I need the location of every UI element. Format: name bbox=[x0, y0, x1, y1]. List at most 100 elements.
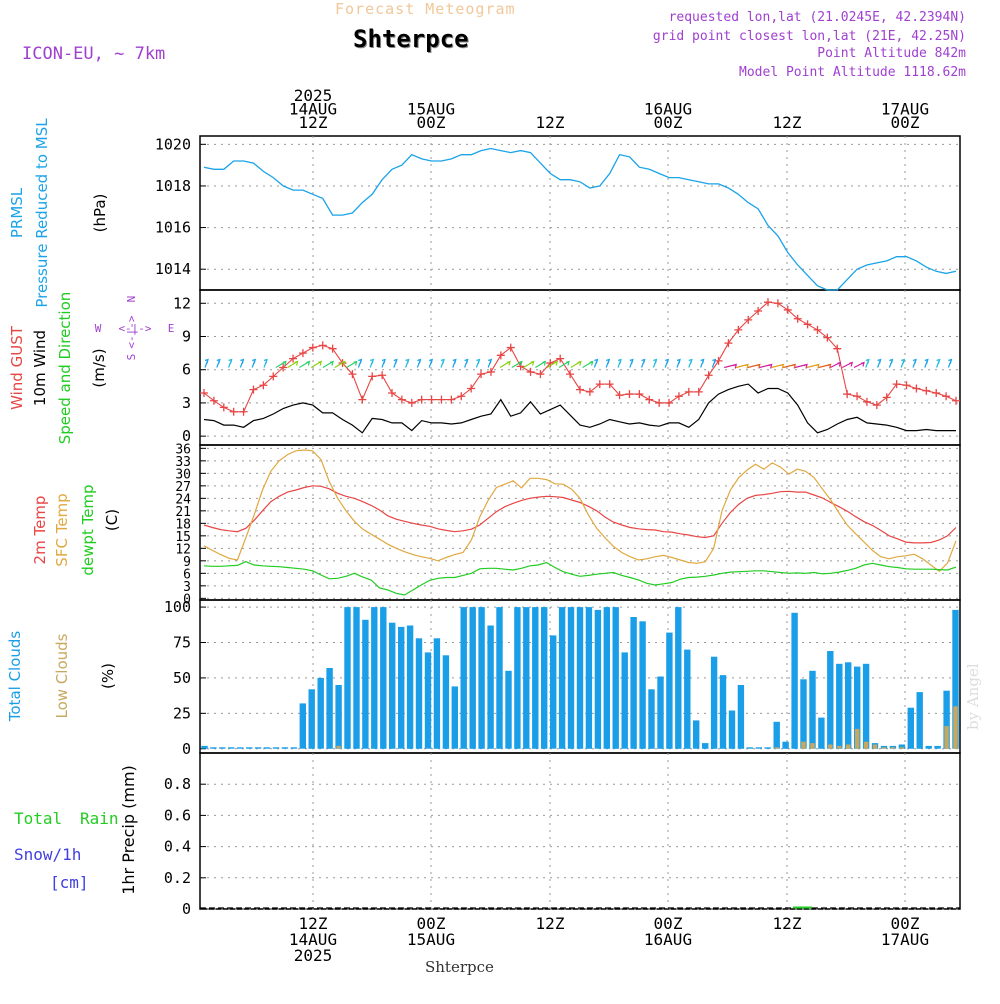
gust-point-0 bbox=[200, 388, 208, 397]
label-wind-speed-dir: Speed and Direction bbox=[56, 292, 74, 445]
low-cloud-bar-74 bbox=[863, 741, 869, 749]
wind-arrowhead-23 bbox=[476, 358, 481, 364]
ytick-label-temp-8: 24 bbox=[175, 492, 191, 507]
total-cloud-bar-36 bbox=[523, 607, 530, 749]
total-cloud-bar-47 bbox=[621, 652, 628, 749]
label-sfc-temp: SFC Temp bbox=[53, 493, 71, 566]
gust-point-70 bbox=[892, 380, 901, 389]
wind-arrowhead-31 bbox=[577, 360, 582, 366]
gust-point-64 bbox=[833, 344, 842, 353]
total-cloud-bar-14 bbox=[326, 668, 333, 749]
gust-point-51 bbox=[704, 371, 713, 380]
wind-arrowhead-33 bbox=[594, 358, 599, 364]
total-cloud-bar-6 bbox=[254, 747, 262, 749]
gust-point-2 bbox=[219, 403, 228, 412]
wind-arrowhead-17 bbox=[405, 358, 410, 364]
gust-point-45 bbox=[645, 395, 654, 404]
gust-point-11 bbox=[308, 343, 317, 352]
total-cloud-bar-56 bbox=[702, 743, 709, 749]
wind-arrowhead-37 bbox=[641, 358, 646, 364]
total-cloud-bar-29 bbox=[460, 607, 467, 749]
gust-point-57 bbox=[764, 298, 772, 307]
ytick-label-temp-10: 30 bbox=[175, 467, 191, 482]
total-cloud-bar-26 bbox=[433, 638, 441, 749]
wind-arrowhead-53 bbox=[837, 361, 842, 367]
gust-point-41 bbox=[605, 380, 614, 389]
ytick-label-precip-4: 0.8 bbox=[164, 775, 191, 793]
wind-line bbox=[203, 383, 956, 434]
unit-temp: (C) bbox=[103, 509, 121, 531]
time-bottom-label-3-0: 00Z bbox=[654, 914, 683, 933]
wind-arrowhead-3 bbox=[240, 358, 245, 364]
time-top-label-2-0: 12Z bbox=[536, 113, 565, 132]
gust-point-28 bbox=[477, 370, 486, 379]
ytick-label-clouds-4: 100 bbox=[164, 598, 191, 616]
gust-point-8 bbox=[279, 363, 288, 372]
total-cloud-bar-41 bbox=[567, 607, 575, 749]
gust-point-53 bbox=[724, 339, 733, 348]
total-cloud-bar-28 bbox=[451, 686, 458, 749]
wind-arrowhead-1 bbox=[216, 358, 221, 364]
wind-arrowhead-47 bbox=[768, 363, 773, 369]
gust-point-19 bbox=[388, 388, 396, 397]
gust-point-20 bbox=[397, 395, 406, 404]
gust-point-16 bbox=[358, 395, 367, 404]
time-top-label-1-0: 15AUG bbox=[407, 100, 455, 119]
ytick-label-temp-12: 36 bbox=[175, 442, 191, 457]
total-cloud-bar-16 bbox=[344, 607, 351, 749]
total-cloud-bar-59 bbox=[728, 710, 736, 749]
ytick-label-pressure-2: 1018 bbox=[155, 177, 191, 195]
time-top-label-5-0: 17AUG bbox=[881, 100, 929, 119]
gust-point-63 bbox=[823, 333, 832, 342]
gust-point-22 bbox=[417, 395, 426, 404]
gust-point-25 bbox=[447, 395, 456, 404]
time-top-label-3-0: 16AUG bbox=[644, 100, 692, 119]
ytick-label-temp-6: 18 bbox=[175, 517, 191, 532]
ytick-label-clouds-2: 50 bbox=[173, 669, 191, 687]
low-cloud-bar-83 bbox=[944, 726, 949, 749]
wind-arrowhead-21 bbox=[452, 358, 457, 364]
total-cloud-bar-38 bbox=[541, 607, 548, 749]
gust-point-17 bbox=[368, 372, 377, 381]
compass-s: S bbox=[125, 354, 138, 361]
total-cloud-bar-18 bbox=[362, 619, 369, 749]
ytick-label-temp-7: 21 bbox=[175, 505, 191, 520]
total-cloud-bar-51 bbox=[657, 676, 664, 749]
wind-arrowhead-32 bbox=[589, 360, 594, 366]
compass-n: N bbox=[125, 296, 138, 303]
time-top-label-0-1: 14AUG bbox=[289, 100, 337, 119]
total-cloud-bar-64 bbox=[773, 721, 780, 749]
gust-point-36 bbox=[556, 354, 565, 363]
wind-arrowhead-45 bbox=[744, 363, 749, 369]
gust-point-74 bbox=[932, 388, 941, 397]
time-bottom-label-5-0: 00Z bbox=[891, 914, 920, 933]
total-cloud-bar-39 bbox=[550, 635, 557, 749]
ytick-label-temp-2: 6 bbox=[183, 567, 191, 582]
location-title: Shterpce bbox=[353, 25, 469, 53]
wind-arrowhead-40 bbox=[676, 358, 681, 364]
low-cloud-bar-78 bbox=[899, 747, 905, 749]
time-bottom-label-1-0: 00Z bbox=[417, 914, 446, 933]
total-cloud-bar-15 bbox=[335, 685, 342, 749]
ytick-label-wind-3: 9 bbox=[182, 328, 191, 346]
low-cloud-bar-77 bbox=[890, 747, 896, 749]
gust-point-43 bbox=[625, 390, 634, 399]
low-cloud-bar-76 bbox=[881, 747, 887, 749]
low-cloud-bar-67 bbox=[801, 741, 806, 749]
compass-rose-h: <-|-> bbox=[118, 322, 151, 335]
gust-point-29 bbox=[486, 367, 495, 376]
total-cloud-bar-37 bbox=[532, 607, 539, 749]
total-cloud-bar-11 bbox=[299, 703, 306, 749]
gust-point-61 bbox=[803, 320, 812, 329]
ytick-label-clouds-3: 75 bbox=[173, 634, 191, 652]
total-cloud-bar-45 bbox=[603, 607, 610, 749]
unit-pressure: (hPa) bbox=[91, 194, 109, 233]
total-cloud-bar-72 bbox=[845, 662, 852, 749]
total-cloud-bar-82 bbox=[934, 745, 941, 749]
time-top-label-1-1: 00Z bbox=[417, 113, 446, 132]
ytick-label-wind-0: 0 bbox=[182, 427, 191, 445]
label-dewpt-temp: dewpt Temp bbox=[79, 484, 97, 575]
wind-arrowhead-8 bbox=[306, 360, 311, 366]
